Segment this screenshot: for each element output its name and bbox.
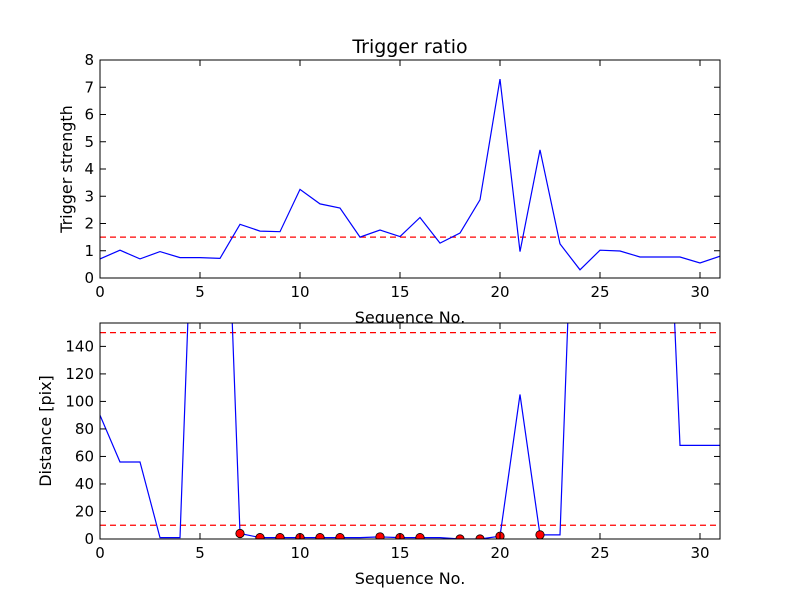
x-tick-label: 30 [690, 544, 709, 562]
y-tick-label: 80 [75, 420, 94, 438]
x-tick-label: 20 [490, 544, 509, 562]
x-tick-label: 5 [195, 544, 205, 562]
trigger-ratio-chart: Trigger ratio 0 5 10 15 20 25 30 0 1 2 3 4 5 6 7 8 Trig… [57, 36, 721, 327]
y-tick-label: 6 [84, 106, 94, 124]
data-marker-5 [335, 533, 345, 539]
series-line-bottom-0 [100, 323, 720, 539]
y-tick-label: 0 [84, 269, 94, 287]
chart-title: Trigger ratio [351, 36, 467, 58]
y-tick-label: 60 [75, 447, 94, 465]
y-tick-label: 8 [84, 51, 94, 69]
x-tick-label: 25 [590, 283, 609, 301]
y-tick-label: 100 [65, 392, 94, 410]
x-axis-label-top: Sequence No. [355, 308, 466, 327]
y-tick-label: 20 [75, 502, 94, 520]
y-tick-label: 40 [75, 475, 94, 493]
data-marker-0 [235, 528, 245, 539]
y-tick-label: 120 [65, 365, 94, 383]
y-tick-label: 7 [84, 78, 94, 96]
x-tick-label: 15 [390, 283, 409, 301]
plot-area-bottom [100, 323, 720, 539]
series-line-top-0 [100, 79, 720, 271]
data-marker-2 [275, 533, 285, 539]
x-axis-label-bottom: Sequence No. [355, 569, 466, 588]
y-tick-label: 0 [84, 530, 94, 548]
distance-chart: 0 5 10 15 20 25 30 0 20 40 60 80 100 120 140 Distance … [36, 322, 721, 588]
y-tick-label: 3 [84, 187, 94, 205]
x-tick-label: 20 [490, 283, 509, 301]
data-marker-12 [535, 530, 545, 539]
data-marker-1 [255, 533, 265, 539]
x-tick-label: 30 [690, 283, 709, 301]
y-tick-label: 5 [84, 133, 94, 151]
x-tick-label: 15 [390, 544, 409, 562]
data-marker-8 [415, 533, 425, 539]
x-tick-label: 10 [290, 283, 309, 301]
y-tick-label: 140 [65, 337, 94, 355]
y-tick-label: 1 [84, 242, 94, 260]
data-marker-6 [375, 532, 385, 539]
x-tick-label: 0 [95, 283, 105, 301]
plot-frame-bottom [99, 322, 721, 540]
x-tick-label: 25 [590, 544, 609, 562]
y-tick-label: 2 [84, 215, 94, 233]
x-tick-label: 10 [290, 544, 309, 562]
x-tick-label: 5 [195, 283, 205, 301]
data-marker-4 [315, 533, 325, 539]
x-tick-label: 0 [95, 544, 105, 562]
plot-area-top [100, 60, 720, 278]
y-axis-label-top: Trigger strength [57, 105, 76, 234]
y-tick-label: 4 [84, 160, 94, 178]
y-axis-label-bottom: Distance [pix] [36, 375, 55, 487]
